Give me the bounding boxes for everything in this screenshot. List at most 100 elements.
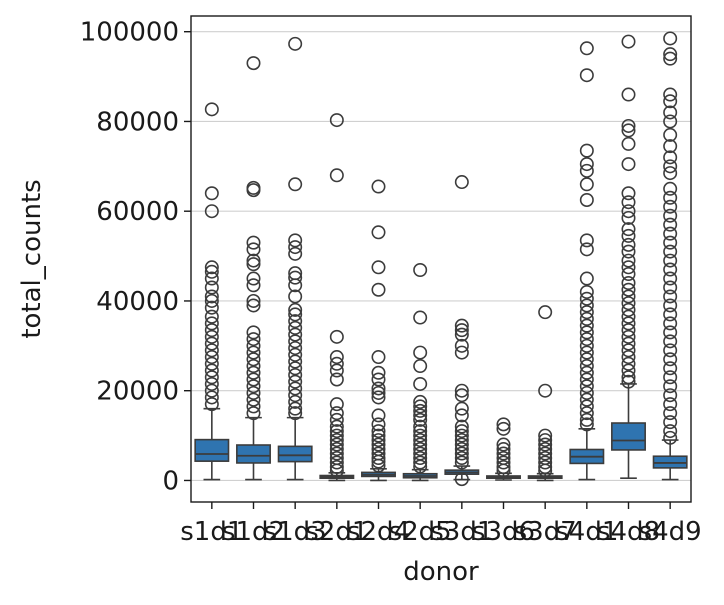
outlier-point [288,327,303,342]
outlier-point [579,332,594,347]
outlier-point [579,417,594,432]
outlier-point [663,325,678,340]
outlier-point [621,34,636,49]
outlier-point [621,323,636,338]
outlier-point [288,394,303,409]
outlier-point [621,296,636,311]
outlier-point [454,345,469,360]
outlier-point [621,267,636,282]
outlier-point [288,406,303,421]
outlier-point [246,359,261,374]
outlier-point [204,204,219,219]
outlier-point [329,397,344,412]
outlier-point [454,424,469,439]
outlier-point [246,271,261,286]
outlier-point [538,433,553,448]
outlier-point [454,428,469,443]
box-s2d4 [361,179,396,482]
outlier-point [454,455,469,470]
outlier-point [663,127,678,142]
outlier-point [288,374,303,389]
outlier-point [329,168,344,183]
y-tick-label: 20000 [96,377,179,407]
outlier-point [204,370,219,385]
outlier-point [454,446,469,461]
outlier-point [579,157,594,172]
outlier-point [288,388,303,403]
outlier-point [579,68,594,83]
outlier-point [663,262,678,277]
outlier-point [663,316,678,331]
box-s4d9 [652,31,688,481]
outlier-point [329,406,344,421]
outlier-point [288,177,303,192]
outlier-point [621,350,636,365]
outlier-point [454,472,469,487]
outlier-point [663,139,678,154]
box-s1d2 [236,56,271,481]
outlier-point [579,372,594,387]
outlier-point [496,463,511,478]
outlier-point [663,150,678,165]
outlier-point [246,379,261,394]
outlier-point [579,359,594,374]
outlier-point [621,356,636,371]
outlier-point [621,244,636,259]
outlier-point [663,343,678,358]
box-s3d1 [444,175,480,487]
outlier-point [663,208,678,223]
outlier-point [496,442,511,457]
outlier-point [663,199,678,214]
outlier-point [204,309,219,324]
outlier-point [579,318,594,333]
outlier-point [454,327,469,342]
box-s2d1 [319,113,355,482]
outlier-point [663,289,678,304]
outlier-point [579,345,594,360]
outlier-point [621,282,636,297]
outlier-point [663,226,678,241]
outlier-point [579,271,594,286]
outlier-point [204,397,219,412]
outlier-point [371,433,386,448]
outlier-point [538,455,553,470]
x-tick-label: s4d1 [555,517,618,547]
outlier-point [288,36,303,51]
outlier-point [663,361,678,376]
outlier-point [246,278,261,293]
outlier-point [204,329,219,344]
outlier-point [329,446,344,461]
outlier-point [246,325,261,340]
outlier-point [204,186,219,201]
outlier-point [663,370,678,385]
outlier-point [204,289,219,304]
outlier-point [371,385,386,400]
outlier-point [621,118,636,133]
outlier-point [371,225,386,240]
outlier-point [413,412,428,427]
outlier-point [621,237,636,252]
outlier-point [663,280,678,295]
outlier-point [496,417,511,432]
outlier-point [621,195,636,210]
iqr-box [194,438,230,462]
outlier-point [454,323,469,338]
outlier-point [621,343,636,358]
outlier-point [663,31,678,46]
outlier-point [454,175,469,190]
outlier-point [329,356,344,371]
x-tick-label: s2d4 [347,517,410,547]
outlier-point [329,428,344,443]
outlier-point [538,428,553,443]
y-tick-label: 80000 [96,107,179,137]
x-tick-label: s3d6 [472,517,535,547]
outlier-point [413,451,428,466]
outlier-point [288,320,303,335]
outlier-point [371,365,386,380]
outlier-point [329,350,344,365]
outlier-point [621,374,636,389]
outlier-point [246,372,261,387]
outlier-point [663,307,678,322]
outlier-point [496,459,511,474]
outlier-point [413,428,428,443]
